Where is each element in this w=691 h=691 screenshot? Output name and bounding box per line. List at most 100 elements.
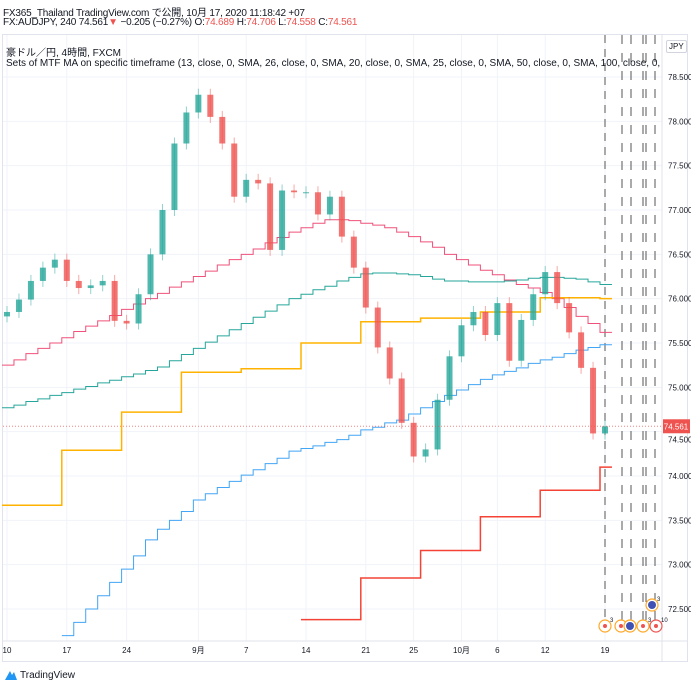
candle-body	[350, 236, 357, 268]
candle-body	[434, 399, 441, 450]
close-value: 74.561	[327, 17, 358, 28]
event-marker-count: 3	[648, 618, 652, 624]
candle-body	[147, 254, 154, 295]
event-marker-dot	[619, 624, 623, 628]
brand-name: TradingView	[20, 669, 76, 681]
price-tick-label: 75.000	[668, 383, 691, 392]
published-info: FX365_Thailand TradingView.com で公開, 10月 …	[3, 8, 305, 19]
candle-body	[482, 311, 489, 336]
candle-body	[159, 210, 166, 255]
currency-button[interactable]: JPY	[666, 40, 687, 53]
low-label: L:	[278, 17, 287, 28]
date-tick-label: 10月	[453, 646, 470, 655]
candle-body	[63, 259, 70, 281]
high-value: 74.706	[246, 17, 276, 28]
candle-body	[338, 196, 345, 237]
date-tick-label: 7	[244, 646, 249, 655]
tradingview-logo[interactable]: TradingView	[4, 669, 75, 681]
candle-body	[267, 183, 274, 250]
candle-body	[518, 319, 525, 361]
last-price-label: 74.561	[664, 422, 689, 431]
event-marker-dot	[648, 601, 656, 609]
candle-body	[506, 303, 513, 361]
candle-body	[195, 94, 202, 113]
candle-body	[99, 280, 106, 286]
tradingview-logo-icon	[5, 671, 17, 680]
candle-body	[243, 179, 250, 197]
candle-body	[386, 347, 393, 379]
candle-body	[111, 280, 118, 321]
event-marker-dot	[654, 624, 658, 628]
high-label: H:	[236, 17, 247, 28]
candle-body	[410, 422, 417, 457]
candle-body	[291, 190, 298, 193]
candle-body	[255, 179, 262, 184]
symbol-ohlc-line: FX:AUDJPY, 240 74.561▼ −0.205 (−0.27%) O…	[3, 17, 357, 28]
candle-body	[590, 367, 597, 434]
price-tick-label: 77.500	[668, 162, 691, 171]
date-tick-label: 12	[541, 646, 550, 655]
price-tick-label: 76.500	[668, 250, 691, 259]
candle-body	[51, 259, 58, 268]
date-tick-label: 9月	[192, 646, 204, 655]
candle-body	[75, 280, 82, 289]
moving-average-line	[2, 297, 612, 507]
candle-body	[458, 325, 465, 357]
chart-frame	[2, 34, 688, 662]
candle-body	[219, 116, 226, 144]
date-tick-label: 25	[409, 646, 418, 655]
candle-body	[123, 320, 130, 324]
candle-body	[4, 311, 10, 317]
candle-body	[87, 285, 94, 289]
price-tick-label: 74.000	[668, 472, 691, 481]
candle-body	[39, 267, 46, 281]
price-tick-label: 72.500	[668, 605, 691, 614]
candle-body	[314, 192, 321, 215]
moving-average-line	[2, 219, 612, 366]
candle-body	[566, 303, 573, 333]
candle-body	[578, 332, 585, 368]
symbol-price: FX:AUDJPY, 240 74.561	[3, 17, 109, 28]
event-marker-dot	[641, 624, 645, 628]
moving-average-line	[2, 272, 612, 409]
date-tick-label: 17	[62, 646, 71, 655]
candle-body	[231, 143, 238, 197]
candle-body	[15, 299, 22, 312]
date-tick-label: 19	[601, 646, 610, 655]
event-marker-count: 3	[610, 618, 614, 624]
candle-body	[207, 94, 214, 117]
price-tick-label: 73.500	[668, 516, 691, 525]
open-value: 74.689	[204, 17, 235, 28]
date-tick-label: 10	[3, 646, 12, 655]
candle-body	[554, 272, 561, 304]
triangle-down-icon: ▼	[108, 17, 118, 28]
candle-body	[446, 356, 453, 400]
close-label: C:	[318, 17, 328, 28]
event-marker-dot	[603, 624, 607, 628]
candle-body	[602, 426, 608, 434]
candle-body	[303, 192, 309, 194]
price-tick-label: 78.000	[668, 117, 691, 126]
candle-body	[326, 196, 333, 215]
candle-body	[542, 272, 549, 295]
symbol-legend: 豪ドル／円, 4時間, FXCM	[6, 48, 122, 59]
last-price-badge	[663, 419, 690, 434]
moving-average-line	[301, 466, 612, 621]
candle-body	[183, 112, 190, 144]
candle-body	[470, 311, 477, 326]
candle-body	[398, 378, 405, 423]
event-marker-count: 10	[661, 618, 668, 624]
candle-body	[422, 449, 429, 457]
price-change: −0.205 (−0.27%)	[120, 17, 192, 28]
price-tick-label: 75.500	[668, 339, 691, 348]
indicator-legend[interactable]: Sets of MTF MA on specific timeframe (13…	[6, 58, 662, 69]
price-tick-label: 74.500	[668, 435, 691, 444]
price-tick-label: 76.000	[668, 295, 691, 304]
candle-body	[494, 303, 501, 336]
event-marker-count: 3	[657, 597, 661, 603]
price-tick-label: 77.000	[668, 206, 691, 215]
date-tick-label: 14	[302, 646, 311, 655]
open-label: O:	[194, 17, 205, 28]
moving-average-line	[61, 344, 612, 637]
